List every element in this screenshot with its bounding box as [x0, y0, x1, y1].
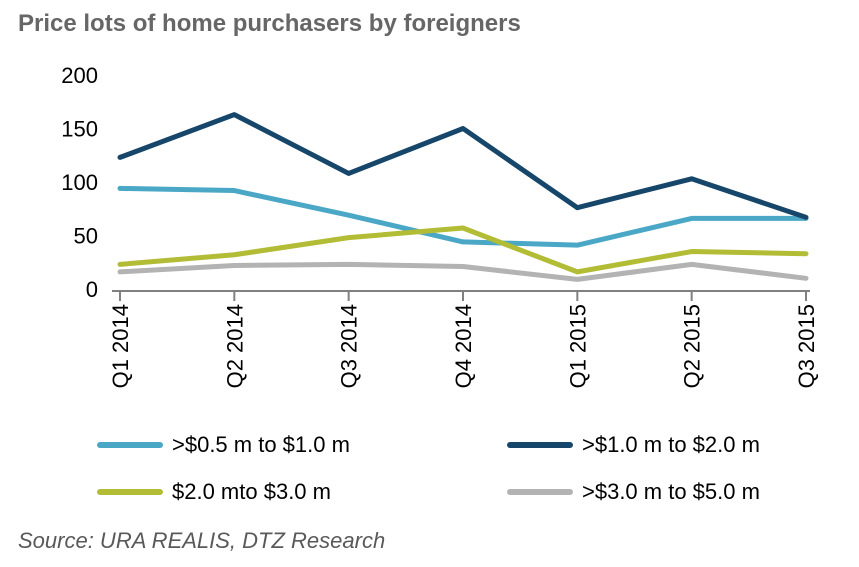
y-axis-tick-label: 150 [61, 117, 98, 142]
x-axis-tick-label: Q1 2014 [108, 304, 133, 388]
series-line-0 [117, 185, 809, 248]
y-axis-tick-label: 0 [86, 277, 98, 302]
y-axis-tick-label: 200 [61, 63, 98, 88]
legend-label: >$3.0 m to $5.0 m [582, 479, 760, 504]
legend-item-1.0m-2.0m: >$1.0 m to $2.0 m [507, 432, 760, 458]
legend-label: >$1.0 m to $2.0 m [582, 432, 760, 457]
series-line-3 [117, 261, 809, 282]
legend-item-0.5m-1.0m: >$0.5 m to $1.0 m [97, 432, 350, 458]
legend-swatch-olive [97, 489, 163, 495]
legend-swatch-gray [507, 489, 573, 495]
legend-label: $2.0 mto $3.0 m [172, 479, 331, 504]
series-line-2 [117, 225, 809, 275]
chart-title: Price lots of home purchasers by foreign… [18, 10, 521, 37]
legend-item-2.0m-3.0m: $2.0 mto $3.0 m [97, 479, 331, 505]
x-axis-tick-label: Q2 2014 [222, 304, 247, 388]
x-axis-tick-label: Q3 2014 [337, 304, 362, 388]
y-axis-tick-label: 50 [74, 224, 98, 249]
series-line-1 [117, 112, 809, 220]
legend-swatch-navy [507, 442, 573, 448]
x-axis-tick-label: Q1 2015 [565, 304, 590, 388]
y-axis-tick-label: 100 [61, 170, 98, 195]
x-axis-tick-label: Q3 2015 [794, 304, 819, 388]
line-chart-plot: 0 50 100 150 200 Q1 2014 Q2 2014 Q3 2014 Q4 2014… [61, 63, 819, 388]
legend-swatch-cyan [97, 442, 163, 448]
x-axis-tick-label: Q4 2014 [451, 304, 476, 388]
legend-item-3.0m-5.0m: >$3.0 m to $5.0 m [507, 479, 760, 505]
source-note: Source: URA REALIS, DTZ Research [18, 528, 386, 553]
x-axis-tick-label: Q2 2015 [680, 304, 705, 388]
legend-label: >$0.5 m to $1.0 m [172, 432, 350, 457]
